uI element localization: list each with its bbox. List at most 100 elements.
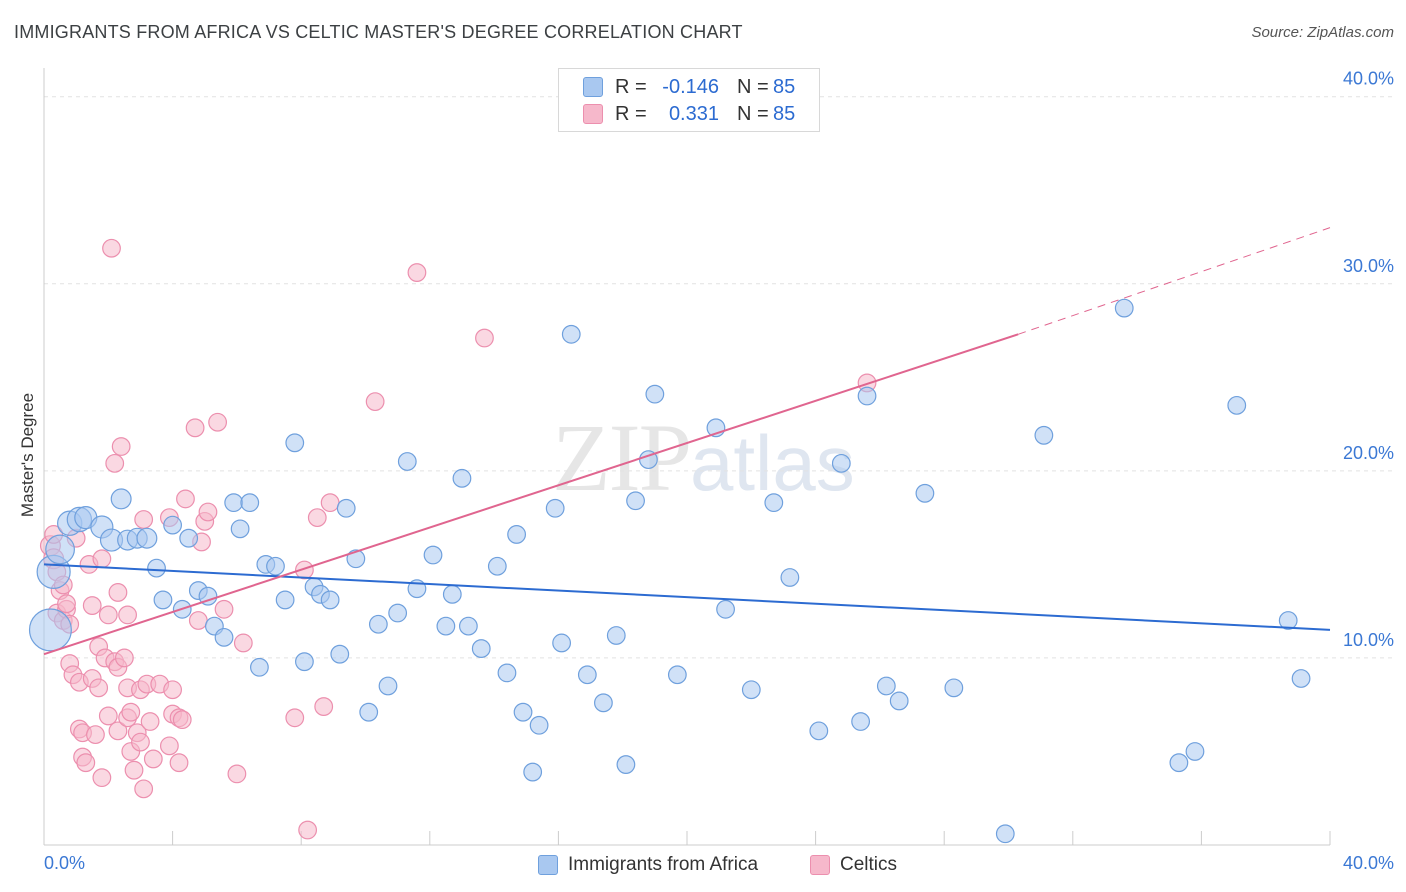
celtics-point bbox=[108, 721, 128, 741]
celtics-point bbox=[86, 725, 105, 745]
africa-point bbox=[442, 584, 462, 604]
africa-point bbox=[266, 556, 285, 576]
celtics-point bbox=[134, 779, 154, 799]
celtics-trend-line bbox=[43, 333, 1019, 656]
africa-point bbox=[388, 603, 408, 623]
legend-r-label: R = bbox=[615, 75, 647, 98]
africa-point bbox=[378, 676, 398, 696]
celtics-point bbox=[214, 599, 234, 619]
africa-point bbox=[458, 616, 478, 636]
celtics-point bbox=[98, 605, 118, 625]
africa-point bbox=[163, 515, 183, 535]
celtics-point bbox=[57, 594, 76, 614]
celtics-point bbox=[198, 502, 218, 522]
africa-point bbox=[487, 556, 507, 576]
africa-point bbox=[513, 702, 533, 722]
africa-point bbox=[1114, 298, 1134, 318]
africa-point bbox=[147, 558, 166, 578]
y-tick-label: 40.0% bbox=[1343, 69, 1394, 89]
source-credit: Source: ZipAtlas.com bbox=[1251, 24, 1394, 41]
bottom-legend-swatch-africa bbox=[538, 855, 558, 875]
bottom-legend-africa[interactable]: Immigrants from Africa bbox=[538, 852, 758, 878]
africa-point bbox=[741, 680, 761, 700]
celtics-point bbox=[143, 749, 163, 769]
africa-point bbox=[529, 715, 549, 735]
africa-point bbox=[507, 525, 527, 544]
africa-point bbox=[295, 652, 314, 672]
africa-point bbox=[857, 386, 877, 406]
africa-point bbox=[780, 568, 800, 587]
africa-point bbox=[667, 665, 687, 685]
africa-point bbox=[359, 702, 379, 722]
africa-point bbox=[889, 691, 909, 711]
celtics-point bbox=[475, 328, 494, 348]
celtics-point bbox=[307, 508, 327, 528]
africa-point bbox=[645, 384, 665, 404]
africa-point bbox=[561, 324, 581, 344]
africa-point bbox=[230, 519, 250, 539]
celtics-point bbox=[172, 710, 192, 730]
legend-row-celtics: R = 0.331 N = 85 bbox=[583, 101, 795, 127]
celtics-point bbox=[365, 392, 385, 412]
africa-point bbox=[876, 676, 896, 696]
x-tick-label: 0.0% bbox=[44, 853, 85, 873]
africa-point bbox=[594, 693, 613, 713]
celtics-point bbox=[76, 753, 96, 773]
africa-point bbox=[224, 493, 244, 513]
celtics-point bbox=[159, 736, 179, 756]
africa-point bbox=[423, 545, 443, 565]
africa-point bbox=[716, 599, 735, 619]
africa-point bbox=[944, 678, 964, 698]
correlation-legend: R = -0.146 N = 85 R = 0.331 N = 85 bbox=[558, 68, 820, 132]
africa-point bbox=[497, 663, 517, 683]
africa-point bbox=[45, 534, 75, 565]
africa-point bbox=[336, 498, 356, 518]
africa-point bbox=[346, 549, 366, 569]
celtics-point bbox=[295, 560, 314, 580]
africa-point bbox=[1291, 669, 1311, 688]
celtics-point bbox=[233, 633, 253, 653]
africa-point bbox=[179, 528, 199, 548]
africa-point bbox=[1034, 425, 1054, 445]
celtics-point bbox=[298, 820, 318, 840]
africa-point bbox=[1169, 753, 1189, 773]
africa-point bbox=[1227, 395, 1247, 415]
bottom-legend-swatch-celtics bbox=[810, 855, 830, 875]
africa-point bbox=[1278, 611, 1298, 630]
y-tick-label: 10.0% bbox=[1343, 630, 1394, 650]
celtics-point bbox=[134, 510, 154, 529]
y-tick-label: 30.0% bbox=[1343, 256, 1394, 276]
africa-point bbox=[320, 590, 340, 610]
africa-point bbox=[523, 762, 543, 782]
bottom-legend-label-africa: Immigrants from Africa bbox=[568, 854, 759, 875]
celtics-point bbox=[163, 680, 183, 700]
celtics-point bbox=[314, 697, 334, 716]
celtics-point bbox=[105, 453, 125, 473]
legend-row-africa: R = -0.146 N = 85 bbox=[583, 74, 795, 100]
celtics-point bbox=[92, 768, 112, 788]
africa-point bbox=[606, 626, 626, 645]
celtics-point bbox=[185, 418, 205, 438]
bottom-legend-celtics[interactable]: Celtics bbox=[810, 852, 897, 878]
legend-swatch-celtics bbox=[583, 104, 603, 124]
africa-point bbox=[471, 639, 491, 658]
africa-point bbox=[330, 644, 350, 664]
celtics-point bbox=[169, 753, 189, 773]
africa-point bbox=[275, 590, 295, 610]
legend-n-value-africa: 85 bbox=[773, 75, 796, 98]
africa-point bbox=[153, 590, 173, 610]
africa-point bbox=[577, 665, 597, 685]
africa-point bbox=[809, 721, 829, 741]
celtics-trend-extension bbox=[1017, 227, 1331, 335]
africa-point bbox=[616, 755, 636, 774]
celtics-point bbox=[98, 706, 118, 726]
celtics-point bbox=[102, 238, 121, 258]
africa-point bbox=[831, 453, 851, 473]
africa-trend-line bbox=[43, 563, 1331, 631]
celtics-point bbox=[124, 760, 144, 780]
africa-point bbox=[436, 616, 456, 636]
africa-point bbox=[198, 586, 218, 606]
africa-point bbox=[240, 493, 260, 513]
y-axis-label: Master's Degree bbox=[18, 392, 37, 518]
